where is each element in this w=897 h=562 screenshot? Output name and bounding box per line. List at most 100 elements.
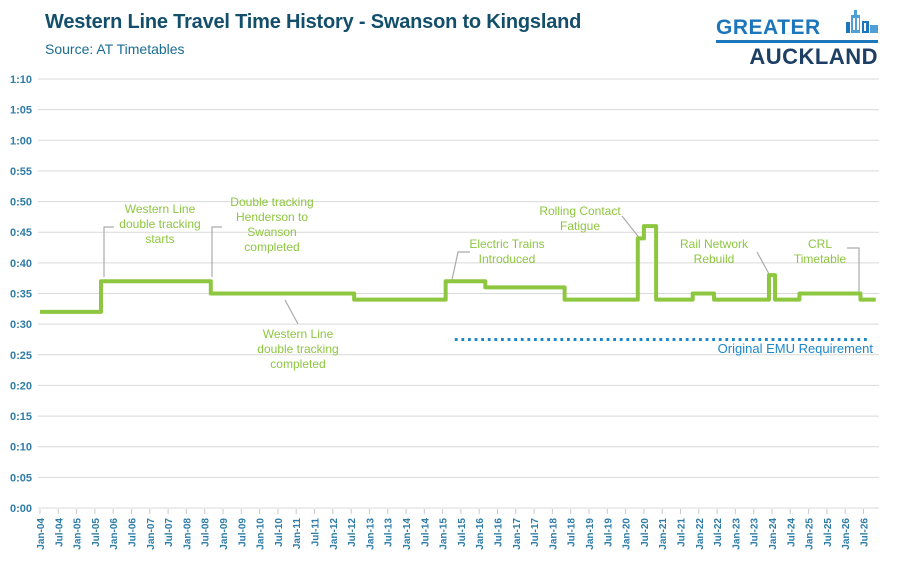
x-axis-label: Jul-24 xyxy=(786,518,797,547)
x-axis-label: Jan-15 xyxy=(439,518,450,550)
x-axis-label: Jul-23 xyxy=(750,518,761,547)
x-axis-label: Jul-22 xyxy=(713,518,724,547)
chart-annotation-line: Rail Network xyxy=(679,237,749,251)
emu-requirement-label: Original EMU Requirement xyxy=(717,341,873,356)
annotation-callout-line xyxy=(284,299,299,325)
chart-annotation-line: Western Line xyxy=(262,327,334,341)
x-axis-label: Jan-24 xyxy=(768,518,779,550)
chart-annotation-line: Rebuild xyxy=(693,252,735,266)
annotation-callout-line xyxy=(103,226,114,277)
x-axis-label: Jul-09 xyxy=(237,518,248,547)
chart-annotation-line: double tracking xyxy=(119,217,201,231)
x-axis-label: Jan-10 xyxy=(256,518,267,550)
chart-annotation-line: Introduced xyxy=(478,252,536,266)
x-axis-label: Jan-18 xyxy=(548,518,559,550)
y-axis-label: 0:30 xyxy=(10,319,32,331)
x-axis-label: Jul-04 xyxy=(54,518,65,547)
chart-annotation: Rolling Contact Fatigue xyxy=(539,204,620,234)
chart-annotation-line: Western Line xyxy=(124,202,196,216)
x-axis-label: Jul-05 xyxy=(91,518,102,547)
chart-annotation: Western Line double tracking completed xyxy=(257,327,338,372)
y-axis-label: 0:35 xyxy=(10,289,32,301)
x-axis-label: Jan-06 xyxy=(109,518,120,550)
x-axis-label: Jul-12 xyxy=(347,518,358,547)
x-axis-label: Jan-21 xyxy=(658,518,669,550)
chart-annotation-line: Fatigue xyxy=(559,219,601,233)
x-axis-label: Jan-25 xyxy=(805,518,816,550)
y-axis-label: 0:20 xyxy=(10,380,32,392)
chart-annotation-line: completed xyxy=(270,357,326,371)
logo-text-auckland: AUCKLAND xyxy=(749,44,878,69)
y-axis-label: 0:15 xyxy=(10,411,32,423)
chart-annotation-line: starts xyxy=(145,232,175,246)
x-axis-label: Jul-13 xyxy=(384,518,395,547)
chart-annotation-line: Henderson to xyxy=(235,210,309,224)
x-axis-label: Jan-04 xyxy=(36,518,47,550)
x-axis-label: Jan-09 xyxy=(219,518,230,550)
chart-annotation-line: double tracking xyxy=(257,342,339,356)
chart-annotation: Double tracking Henderson to Swanson comple… xyxy=(230,195,313,255)
chart-header: Western Line Travel Time History - Swans… xyxy=(45,11,581,57)
x-axis-label: Jul-25 xyxy=(823,518,834,547)
x-axis-label: Jul-14 xyxy=(420,518,431,547)
x-axis-label: Jul-11 xyxy=(311,518,322,547)
y-axis-label: 1:10 xyxy=(10,74,32,86)
y-axis-label: 0:40 xyxy=(10,258,32,270)
chart-annotation-line: Swanson xyxy=(247,225,297,239)
y-axis-label: 1:05 xyxy=(10,105,32,117)
x-axis-label: Jan-12 xyxy=(329,518,340,550)
y-axis-label: 0:50 xyxy=(10,197,32,209)
x-axis-label: Jul-19 xyxy=(603,518,614,547)
chart-annotation: Electric Trains Introduced xyxy=(469,237,544,267)
y-axis-label: 0:05 xyxy=(10,472,32,484)
x-axis-label: Jul-20 xyxy=(640,518,651,547)
page-title: Western Line Travel Time History - Swans… xyxy=(45,11,582,33)
travel-time-series-line xyxy=(40,224,876,314)
logo-text-greater: GREATER xyxy=(716,16,821,39)
x-axis-label: Jul-21 xyxy=(677,518,688,547)
chart-annotation: CRL Timetable xyxy=(794,237,846,267)
greater-auckland-logo: GREATER AUCKLAND xyxy=(716,10,878,70)
x-axis-label: Jul-17 xyxy=(530,518,541,547)
chart-annotation-line: Timetable xyxy=(793,252,847,266)
y-axis-label: 0:45 xyxy=(10,227,32,239)
x-axis-label: Jan-20 xyxy=(622,518,633,550)
x-axis-label: Jul-08 xyxy=(201,518,212,547)
x-axis-label: Jul-18 xyxy=(567,518,578,547)
y-axis-label: 0:00 xyxy=(10,503,32,515)
x-axis-label: Jul-26 xyxy=(860,518,871,547)
x-axis-label: Jan-17 xyxy=(512,518,523,550)
x-axis-label: Jan-13 xyxy=(365,518,376,550)
chart-annotation-line: Electric Trains xyxy=(469,237,545,251)
y-axis-label: 0:25 xyxy=(10,350,32,362)
x-axis-label: Jul-16 xyxy=(494,518,505,547)
x-axis-label: Jan-11 xyxy=(292,518,303,550)
chart-annotation: Western Line double tracking starts xyxy=(119,202,200,247)
y-axis-label: 0:10 xyxy=(10,442,32,454)
x-axis-label: Jul-07 xyxy=(164,518,175,547)
x-axis-label: Jan-19 xyxy=(585,518,596,550)
x-axis-label: Jan-14 xyxy=(402,518,413,550)
x-axis-label: Jan-22 xyxy=(695,518,706,550)
annotation-callout-line xyxy=(847,247,860,294)
x-axis-label: Jan-07 xyxy=(146,518,157,550)
annotation-callout-line xyxy=(211,226,222,277)
logo-top-row: GREATER xyxy=(716,10,878,43)
x-axis-label: Jan-23 xyxy=(731,518,742,550)
x-axis-label: Jan-26 xyxy=(841,518,852,550)
chart-annotation-line: completed xyxy=(244,240,300,254)
chart-annotation-line: Double tracking xyxy=(230,195,314,209)
x-axis-label: Jul-10 xyxy=(274,518,285,547)
y-axis-label: 0:55 xyxy=(10,166,32,178)
skyline-icon xyxy=(846,10,878,38)
annotation-callout-line xyxy=(621,215,642,241)
x-axis-label: Jan-08 xyxy=(182,518,193,550)
x-axis-label: Jul-06 xyxy=(128,518,139,547)
annotation-callout-line xyxy=(756,251,770,275)
source-caption: Source: AT Timetables xyxy=(45,41,185,57)
x-axis-label: Jul-15 xyxy=(457,518,468,547)
chart-annotation: Rail Network Rebuild xyxy=(680,237,748,267)
x-axis-label: Jan-16 xyxy=(475,518,486,550)
chart-annotation-line: Rolling Contact xyxy=(539,204,621,218)
